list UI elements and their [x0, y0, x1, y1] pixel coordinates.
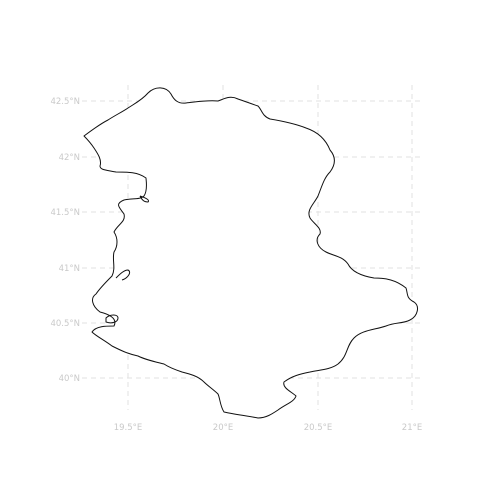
- lat-tick-label: 42°N: [59, 153, 80, 163]
- lon-tick-label: 19.5°E: [114, 423, 143, 433]
- lat-tick-label: 40.5°N: [50, 319, 80, 329]
- lon-tick-labels: 19.5°E 20°E 20.5°E 21°E: [114, 423, 422, 433]
- lat-tick-label: 40°N: [59, 374, 80, 384]
- lon-tick-label: 20°E: [213, 423, 233, 433]
- lat-tick-label: 42.5°N: [50, 97, 80, 107]
- country-outline-group: [83, 87, 418, 419]
- country-outline: [83, 87, 418, 419]
- lat-tick-labels: 42.5°N 42°N 41.5°N 41°N 40.5°N 40°N: [50, 97, 80, 384]
- coastline-detail-north: [139, 195, 149, 203]
- lon-tick-label: 20.5°E: [304, 423, 333, 433]
- lon-tick-label: 21°E: [402, 423, 422, 433]
- coastline-detail: [115, 269, 131, 281]
- lat-tick-label: 41°N: [59, 264, 80, 274]
- lake-ohrid-outline: [105, 314, 119, 324]
- lat-tick-label: 41.5°N: [50, 208, 80, 218]
